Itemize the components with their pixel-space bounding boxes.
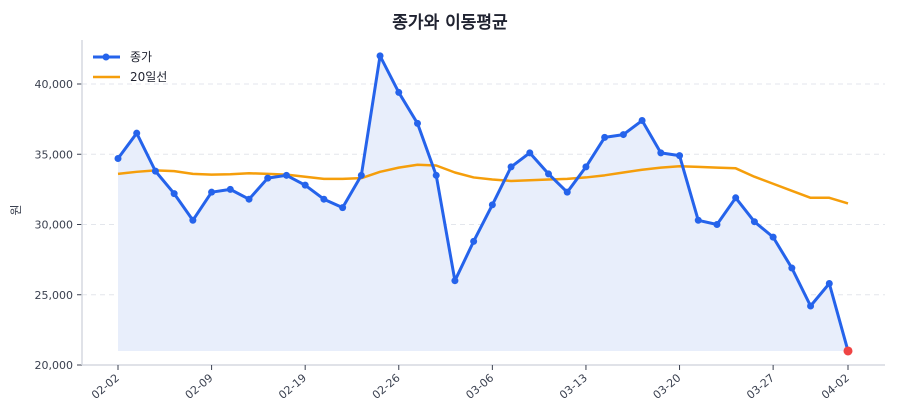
data-point[interactable] xyxy=(282,171,290,179)
y-tick-label: 30,000 xyxy=(35,219,74,232)
x-tick-label: 02-09 xyxy=(183,371,216,402)
data-point[interactable] xyxy=(357,171,365,179)
x-tick-label: 03-27 xyxy=(744,371,777,402)
y-tick-label: 25,000 xyxy=(35,289,74,302)
data-point[interactable] xyxy=(170,190,178,198)
data-point[interactable] xyxy=(189,216,197,224)
data-point[interactable] xyxy=(451,277,459,285)
x-tick-label: 02-26 xyxy=(370,371,403,402)
last-point-marker[interactable] xyxy=(843,346,853,356)
data-point[interactable] xyxy=(807,302,815,310)
chart-title: 종가와 이동평균 xyxy=(392,13,508,33)
data-point[interactable] xyxy=(395,88,403,96)
data-point[interactable] xyxy=(694,216,702,224)
data-point[interactable] xyxy=(619,131,627,139)
data-point[interactable] xyxy=(245,195,253,203)
x-tick-label: 04-02 xyxy=(819,371,852,402)
data-point[interactable] xyxy=(750,218,758,226)
data-point[interactable] xyxy=(638,117,646,125)
legend-ma-label: 20일선 xyxy=(130,70,167,84)
data-point[interactable] xyxy=(732,194,740,202)
data-point[interactable] xyxy=(376,52,384,60)
area-fill xyxy=(118,55,848,352)
data-point[interactable] xyxy=(432,171,440,179)
data-point[interactable] xyxy=(507,163,515,171)
x-tick-label: 02-19 xyxy=(276,371,309,402)
data-point[interactable] xyxy=(226,185,234,193)
data-point[interactable] xyxy=(563,188,571,196)
data-point[interactable] xyxy=(413,119,421,127)
data-point[interactable] xyxy=(133,129,141,137)
data-point[interactable] xyxy=(301,181,309,189)
data-point[interactable] xyxy=(788,264,796,272)
x-tick-label: 03-06 xyxy=(463,371,496,402)
data-point[interactable] xyxy=(264,174,272,182)
y-axis-label: 원 xyxy=(9,204,23,215)
data-point[interactable] xyxy=(339,204,347,212)
y-tick-label: 20,000 xyxy=(35,359,74,372)
x-tick-label: 03-20 xyxy=(651,371,684,402)
y-tick-label: 35,000 xyxy=(35,148,74,161)
ma20-line xyxy=(117,163,849,205)
data-point[interactable] xyxy=(601,133,609,141)
x-tick-label: 03-13 xyxy=(557,371,590,402)
close-line xyxy=(116,54,850,352)
data-point[interactable] xyxy=(526,149,534,157)
data-point[interactable] xyxy=(114,154,122,162)
data-point[interactable] xyxy=(151,167,159,175)
x-tick-label: 02-02 xyxy=(89,371,122,402)
data-point[interactable] xyxy=(713,221,721,228)
data-point[interactable] xyxy=(769,233,777,241)
data-point[interactable] xyxy=(676,152,684,160)
legend-close-marker xyxy=(102,53,110,61)
legend-close-label: 종가 xyxy=(130,50,152,64)
data-point[interactable] xyxy=(470,237,478,245)
data-point[interactable] xyxy=(825,280,833,288)
data-point[interactable] xyxy=(320,195,328,203)
data-point[interactable] xyxy=(657,149,665,157)
data-point[interactable] xyxy=(208,188,216,196)
data-point[interactable] xyxy=(582,163,590,171)
data-point[interactable] xyxy=(545,170,553,178)
y-tick-label: 40,000 xyxy=(35,78,74,91)
data-point[interactable] xyxy=(488,201,496,209)
